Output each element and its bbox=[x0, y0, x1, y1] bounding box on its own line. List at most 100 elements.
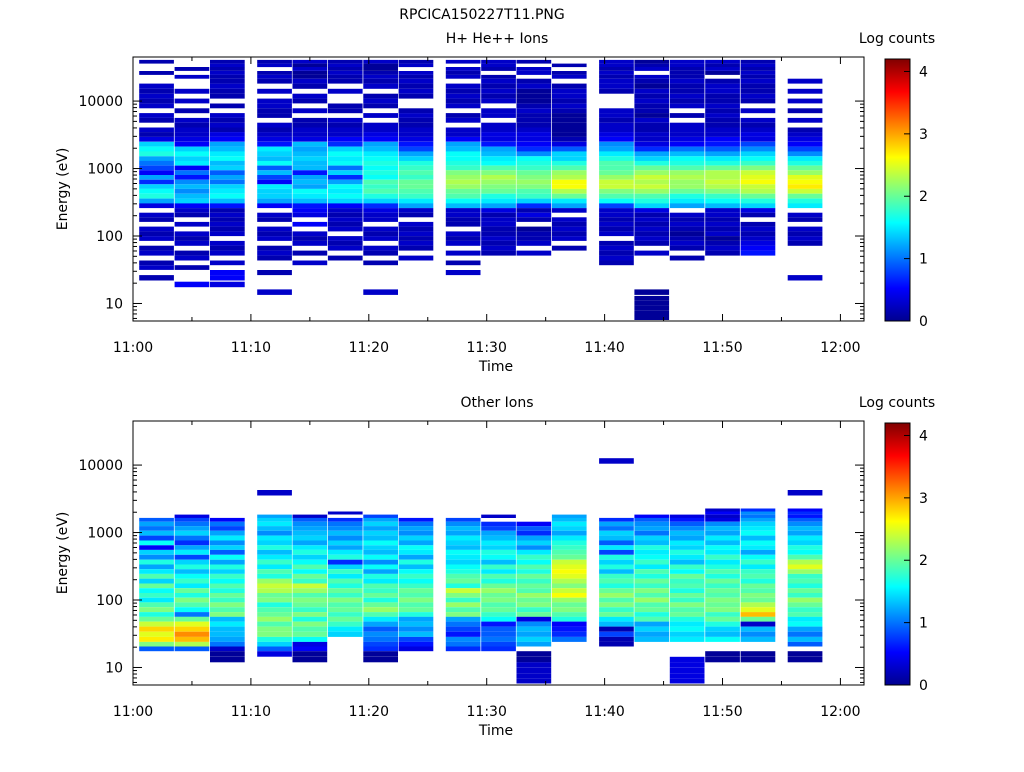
colorbar bbox=[884, 422, 911, 686]
heatmap-cell bbox=[327, 607, 363, 613]
heatmap-cell bbox=[740, 160, 776, 166]
heatmap-cell bbox=[551, 559, 587, 565]
heatmap-cell bbox=[481, 245, 516, 251]
heatmap-cell bbox=[599, 88, 634, 94]
heatmap-cell bbox=[705, 554, 740, 560]
heatmap-cell bbox=[705, 160, 740, 166]
heatmap-cell bbox=[634, 74, 670, 79]
heatmap-cell bbox=[787, 621, 823, 627]
heatmap-cell bbox=[398, 208, 434, 213]
heatmap-cell bbox=[139, 641, 174, 647]
heatmap-cell bbox=[516, 526, 552, 531]
heatmap-cell bbox=[139, 113, 174, 118]
heatmap-cell bbox=[139, 573, 174, 579]
heatmap-cell bbox=[551, 117, 587, 123]
heatmap-cell bbox=[257, 203, 292, 209]
heatmap-cell bbox=[139, 160, 174, 166]
heatmap-cell bbox=[634, 289, 670, 295]
heatmap-cell bbox=[398, 636, 434, 642]
heatmap-cell bbox=[398, 63, 434, 68]
heatmap-cell bbox=[398, 559, 434, 565]
heatmap-cell bbox=[787, 641, 823, 647]
heatmap-cell bbox=[787, 236, 823, 241]
heatmap-cell bbox=[787, 88, 823, 94]
heatmap-cell bbox=[740, 193, 776, 199]
heatmap-cell bbox=[669, 616, 705, 622]
heatmap-cell bbox=[139, 198, 174, 204]
heatmap-cell bbox=[257, 88, 292, 94]
heatmap-cell bbox=[210, 656, 245, 663]
heatmap-cell bbox=[787, 136, 823, 142]
heatmap-cell bbox=[257, 641, 292, 647]
heatmap-cell bbox=[398, 203, 434, 209]
heatmap-cell bbox=[634, 175, 670, 180]
heatmap-cell bbox=[551, 203, 587, 209]
heatmap-cell bbox=[634, 240, 670, 246]
heatmap-cell bbox=[787, 612, 823, 617]
heatmap-cell bbox=[705, 93, 740, 99]
heatmap-cell bbox=[481, 597, 516, 603]
heatmap-cell bbox=[705, 636, 740, 642]
heatmap-cell bbox=[257, 179, 292, 185]
heatmap-cell bbox=[363, 517, 398, 522]
heatmap-cell bbox=[787, 212, 823, 218]
heatmap-cell bbox=[599, 208, 634, 213]
heatmap-cell bbox=[551, 578, 587, 584]
heatmap-cell bbox=[210, 151, 245, 157]
heatmap-cell bbox=[551, 612, 587, 617]
heatmap-cell bbox=[292, 212, 328, 218]
heatmap-cell bbox=[740, 607, 776, 613]
heatmap-cell bbox=[705, 170, 740, 175]
heatmap-cell bbox=[139, 602, 174, 608]
heatmap-cell bbox=[481, 217, 516, 222]
heatmap-cell bbox=[445, 545, 481, 550]
heatmap-cell bbox=[292, 549, 328, 555]
heatmap-cell bbox=[210, 59, 245, 64]
heatmap-cell bbox=[257, 217, 292, 222]
heatmap-cell bbox=[669, 184, 705, 189]
heatmap-cell bbox=[257, 270, 292, 276]
heatmap-cell bbox=[445, 641, 481, 647]
heatmap-cell bbox=[398, 526, 434, 531]
heatmap-cell bbox=[174, 514, 210, 518]
heatmap-cell bbox=[516, 184, 552, 189]
heatmap-cell bbox=[210, 184, 245, 189]
heatmap-cell bbox=[398, 83, 434, 89]
heatmap-cell bbox=[363, 583, 398, 589]
colorbar-tick-label: 1 bbox=[919, 616, 928, 632]
heatmap-cell bbox=[516, 127, 552, 133]
heatmap-cell bbox=[257, 151, 292, 157]
heatmap-cell bbox=[705, 141, 740, 147]
heatmap-cell bbox=[669, 656, 705, 663]
heatmap-cell bbox=[599, 141, 634, 147]
heatmap-cell bbox=[516, 141, 552, 147]
heatmap-cell bbox=[327, 103, 363, 109]
heatmap-cell bbox=[516, 662, 552, 668]
heatmap-cell bbox=[669, 678, 705, 684]
heatmap-cell bbox=[551, 165, 587, 171]
heatmap-cell bbox=[210, 160, 245, 166]
heatmap-cell bbox=[174, 184, 210, 189]
heatmap-cell bbox=[551, 170, 587, 175]
heatmap-cell bbox=[445, 631, 481, 637]
heatmap-cell bbox=[210, 193, 245, 199]
heatmap-cell bbox=[740, 188, 776, 194]
heatmap-cell bbox=[292, 156, 328, 161]
heatmap-cell bbox=[634, 612, 670, 617]
heatmap-cell bbox=[363, 621, 398, 627]
heatmap-cell bbox=[551, 597, 587, 603]
heatmap-cell bbox=[363, 612, 398, 617]
heatmap-cell bbox=[363, 208, 398, 213]
heatmap-cell bbox=[174, 108, 210, 114]
heatmap-cell bbox=[210, 578, 245, 584]
heatmap-cell bbox=[398, 236, 434, 241]
heatmap-cell bbox=[669, 636, 705, 642]
heatmap-cell bbox=[139, 151, 174, 157]
heatmap-cell bbox=[669, 146, 705, 152]
heatmap-cell bbox=[551, 188, 587, 194]
heatmap-cell bbox=[139, 597, 174, 603]
heatmap-cell bbox=[398, 188, 434, 194]
heatmap-cell bbox=[210, 545, 245, 550]
heatmap-cell bbox=[210, 165, 245, 171]
heatmap-cell bbox=[787, 127, 823, 133]
